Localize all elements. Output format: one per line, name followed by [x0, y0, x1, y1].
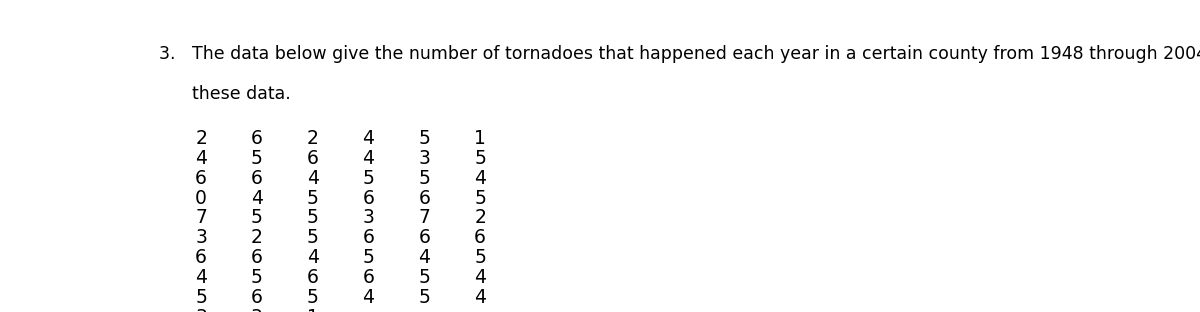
Text: 4: 4 [307, 168, 319, 188]
Text: 4: 4 [419, 248, 431, 267]
Text: 5: 5 [474, 188, 486, 207]
Text: 2: 2 [307, 129, 319, 148]
Text: 5: 5 [474, 248, 486, 267]
Text: 5: 5 [419, 168, 431, 188]
Text: 5: 5 [362, 168, 374, 188]
Text: 5: 5 [419, 268, 431, 287]
Text: 5: 5 [251, 208, 263, 227]
Text: 5: 5 [251, 149, 263, 168]
Text: 0: 0 [196, 188, 208, 207]
Text: 4: 4 [196, 268, 208, 287]
Text: 5: 5 [307, 188, 319, 207]
Text: 1: 1 [474, 129, 486, 148]
Text: 1: 1 [307, 308, 319, 312]
Text: 6: 6 [362, 188, 374, 207]
Text: 6: 6 [419, 188, 431, 207]
Text: 6: 6 [196, 248, 208, 267]
Text: 6: 6 [474, 228, 486, 247]
Text: 2: 2 [196, 129, 208, 148]
Text: 6: 6 [251, 288, 263, 307]
Text: 4: 4 [307, 248, 319, 267]
Text: 6: 6 [251, 129, 263, 148]
Text: 3.   The data below give the number of tornadoes that happened each year in a ce: 3. The data below give the number of tor… [160, 45, 1200, 63]
Text: these data.: these data. [160, 85, 292, 104]
Text: 5: 5 [251, 268, 263, 287]
Text: 6: 6 [362, 228, 374, 247]
Text: 5: 5 [362, 248, 374, 267]
Text: 3: 3 [196, 308, 208, 312]
Text: 6: 6 [307, 268, 319, 287]
Text: 3: 3 [419, 149, 431, 168]
Text: 4: 4 [474, 268, 486, 287]
Text: 7: 7 [196, 208, 208, 227]
Text: 5: 5 [196, 288, 208, 307]
Text: 7: 7 [419, 208, 431, 227]
Text: 4: 4 [474, 288, 486, 307]
Text: 4: 4 [251, 188, 263, 207]
Text: 5: 5 [419, 288, 431, 307]
Text: 5: 5 [307, 228, 319, 247]
Text: 4: 4 [474, 168, 486, 188]
Text: 6: 6 [251, 168, 263, 188]
Text: 4: 4 [362, 288, 374, 307]
Text: 4: 4 [362, 149, 374, 168]
Text: 6: 6 [307, 149, 319, 168]
Text: 6: 6 [196, 168, 208, 188]
Text: 4: 4 [362, 129, 374, 148]
Text: 6: 6 [419, 228, 431, 247]
Text: 5: 5 [419, 129, 431, 148]
Text: 6: 6 [251, 248, 263, 267]
Text: 3: 3 [251, 308, 263, 312]
Text: 2: 2 [251, 228, 263, 247]
Text: 6: 6 [362, 268, 374, 287]
Text: 2: 2 [474, 208, 486, 227]
Text: 3: 3 [196, 228, 208, 247]
Text: 5: 5 [307, 208, 319, 227]
Text: 5: 5 [307, 288, 319, 307]
Text: 5: 5 [474, 149, 486, 168]
Text: 4: 4 [196, 149, 208, 168]
Text: 3: 3 [362, 208, 374, 227]
